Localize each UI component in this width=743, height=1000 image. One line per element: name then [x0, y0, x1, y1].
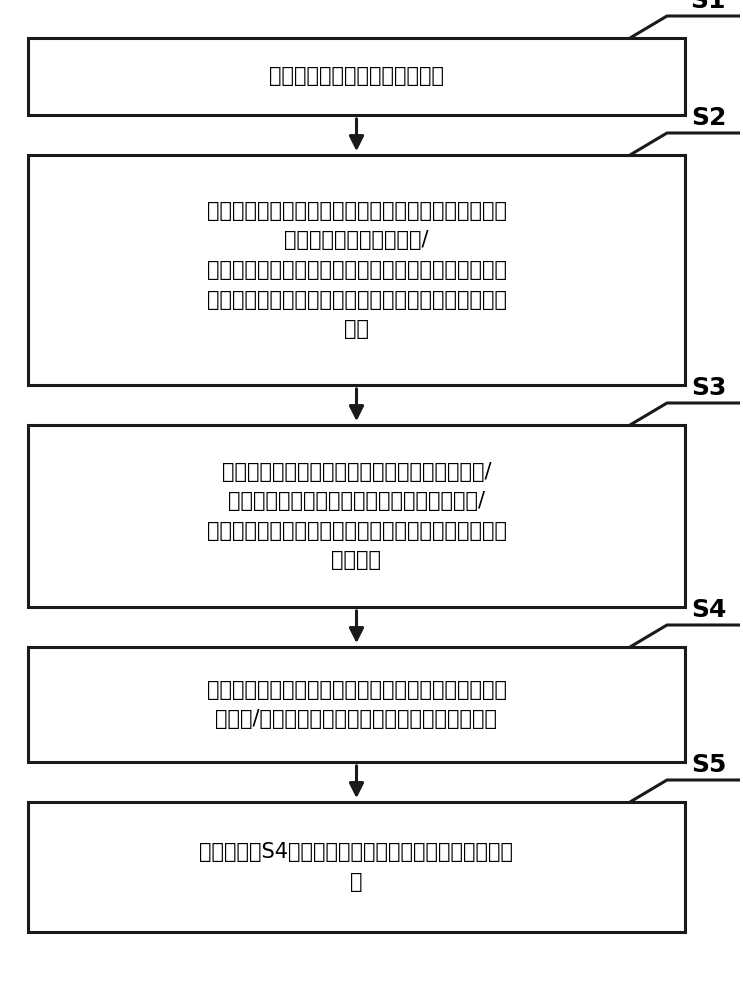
Bar	[28, 155, 685, 385]
Text: 对待成形零件进行成形应力分析: 对待成形零件进行成形应力分析	[269, 66, 444, 87]
Text: S3: S3	[691, 376, 726, 400]
Text: S4: S4	[691, 598, 726, 622]
Bar	[28, 425, 685, 607]
Text: 通过所述外壳上的抽气口抽空所述多个离散的单元块之
间的和/或网络结构内部的气体，而后将抽气口密封: 通过所述外壳上的抽气口抽空所述多个离散的单元块之 间的和/或网络结构内部的气体，…	[207, 680, 507, 729]
Bar	[28, 647, 685, 762]
Text: S1: S1	[691, 0, 726, 13]
Text: S5: S5	[691, 753, 726, 777]
Bar	[28, 38, 685, 115]
Text: 采用增材制造方法制备所述多个离散的单元块和/
或中空的网格结构，并在所述离散的单元块和/
或网格结构的外表面制备外壳，以作为热等静压所需的
包套结构: 采用增材制造方法制备所述多个离散的单元块和/ 或中空的网格结构，并在所述离散的单…	[207, 462, 507, 570]
Text: 对所述步骤S4所得结构进行热等静压处理，获得所述零
件: 对所述步骤S4所得结构进行热等静压处理，获得所述零 件	[200, 842, 513, 892]
Bar	[28, 802, 685, 932]
Text: S2: S2	[691, 106, 726, 130]
Text: 根据所述应力分析结果中应力大小将所述待成形零件划
分成多个离散的单元块和/
或中空的网格结构，其中，所述网格结构中每一网格上
均具有多个孔，以使多个所述网格结构: 根据所述应力分析结果中应力大小将所述待成形零件划 分成多个离散的单元块和/ 或中…	[207, 201, 507, 339]
